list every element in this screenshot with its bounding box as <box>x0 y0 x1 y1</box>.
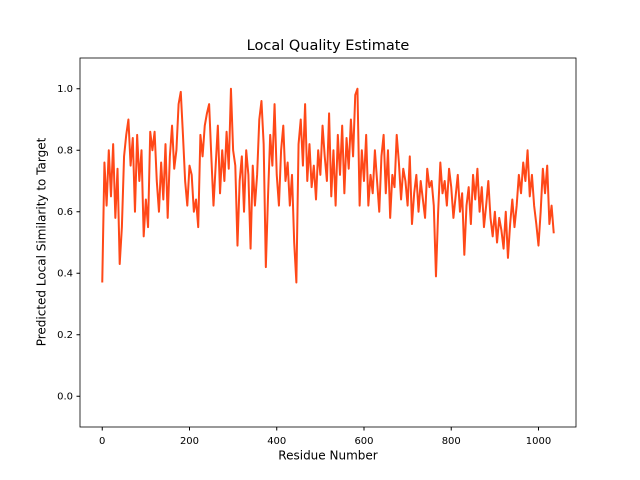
x-tick-label: 200 <box>180 436 199 447</box>
plot-frame <box>79 57 577 428</box>
y-axis-label: Predicted Local Similarity to Target <box>35 137 49 346</box>
x-tick-label: 1000 <box>526 436 551 447</box>
x-axis-label: Residue Number <box>278 449 377 463</box>
y-tick-label: 1.0 <box>57 84 73 95</box>
y-tick-label: 0.4 <box>57 268 73 279</box>
y-tick-label: 0.6 <box>57 207 73 218</box>
y-tick-label: 0.8 <box>57 145 73 156</box>
x-tick-label: 800 <box>442 436 461 447</box>
x-tick-label: 0 <box>99 436 105 447</box>
y-tick-label: 0.2 <box>57 330 73 341</box>
line-series <box>101 87 555 284</box>
y-tick-label: 0.0 <box>57 391 73 402</box>
x-tick-label: 600 <box>354 436 373 447</box>
chart-title: Local Quality Estimate <box>247 38 410 54</box>
x-tick-label: 400 <box>267 436 286 447</box>
